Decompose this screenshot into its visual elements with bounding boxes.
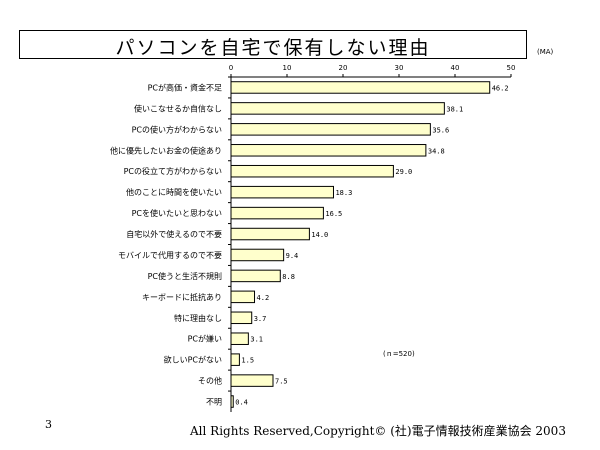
bar (230, 102, 445, 115)
bar (230, 311, 253, 325)
data-label: 35.6 (432, 126, 449, 134)
category-label: PCを使いたいと思わない (132, 208, 222, 218)
data-label: 46.2 (492, 84, 509, 92)
x-tick-label: 20 (339, 64, 348, 72)
data-label: 8.8 (282, 273, 295, 281)
bar (230, 248, 285, 262)
bar (230, 144, 427, 157)
x-tick-label: 40 (451, 64, 460, 72)
data-label: 38.1 (446, 105, 463, 113)
bar (230, 81, 491, 94)
bar (230, 332, 249, 345)
x-tick-label: 0 (229, 64, 233, 72)
data-label: 7.5 (275, 378, 288, 386)
bar (230, 206, 324, 220)
category-label: PC使うと生活不規則 (148, 271, 222, 281)
data-label: 29.0 (395, 168, 412, 176)
data-label: 3.1 (250, 336, 263, 344)
x-tick-label: 50 (507, 64, 516, 72)
category-label: その他 (198, 376, 222, 386)
data-label: 34.8 (428, 147, 445, 155)
category-label: 使いこなせるか自信なし (134, 103, 222, 113)
category-label: PCが嫌い (188, 334, 222, 344)
category-label: 欲しいPCがない (164, 355, 222, 365)
sample-size-note: (ｎ=520) (383, 350, 415, 358)
bar (230, 374, 274, 387)
bar (230, 269, 281, 283)
category-label: キーボードに抵抗あり (142, 292, 222, 302)
category-label: 特に理由なし (174, 313, 222, 323)
bar (230, 185, 334, 199)
category-label: モバイルで代用するので不要 (118, 250, 222, 260)
category-label: 他に優先したいお金の使途あり (110, 145, 222, 155)
data-label: 0.4 (235, 399, 248, 407)
x-tick-label: 10 (283, 64, 292, 72)
category-label: PCの役立て方がわからない (124, 166, 222, 176)
data-label: 9.4 (286, 252, 299, 260)
data-label: 4.2 (257, 294, 270, 302)
bar (230, 353, 240, 366)
x-tick-label: 30 (395, 64, 404, 72)
unit-label: (MA) (537, 48, 554, 56)
chart-title: パソコンを自宅で保有しない理由 (115, 37, 431, 59)
bar (230, 227, 310, 241)
category-label: 他のことに時間を使いたい (126, 187, 222, 197)
category-label: 自宅以外で使えるので不要 (126, 229, 222, 239)
copyright-footer: All Rights Reserved,Copyright© (社)電子情報技術… (190, 424, 566, 438)
data-label: 3.7 (254, 315, 267, 323)
category-label: PCが高価・資金不足 (148, 82, 222, 92)
data-label: 14.0 (311, 231, 328, 239)
bar (230, 290, 256, 304)
data-label: 1.5 (241, 357, 254, 365)
chart-title-box: パソコンを自宅で保有しない理由 (19, 30, 527, 59)
page-number: 3 (45, 418, 52, 431)
bar (230, 164, 394, 178)
bar (230, 395, 234, 408)
bar (230, 123, 431, 136)
category-label: 不明 (206, 398, 222, 407)
data-label: 16.5 (325, 210, 342, 218)
category-label: PCの使い方がわからない (132, 124, 222, 134)
data-label: 18.3 (335, 189, 352, 197)
